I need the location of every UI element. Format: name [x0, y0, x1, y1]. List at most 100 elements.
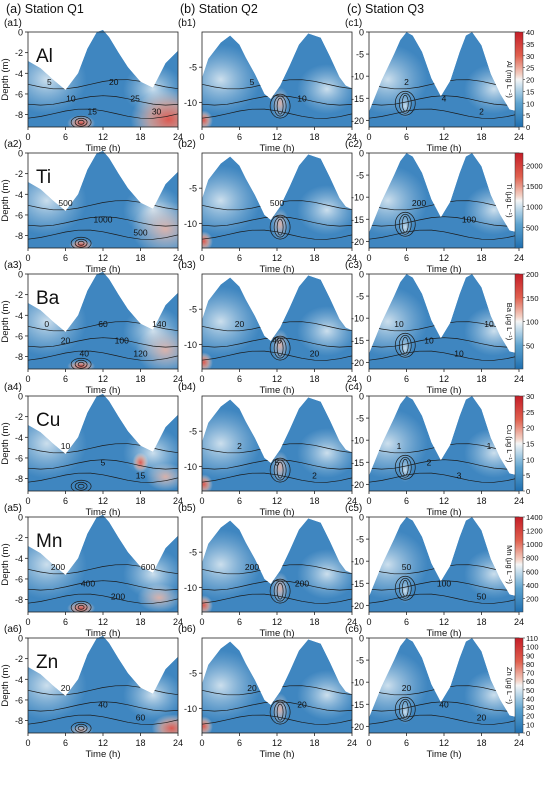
contour-line: [70, 357, 92, 369]
contour-line: [273, 459, 287, 481]
contour-label: 10: [484, 319, 494, 329]
contour-line: [269, 699, 291, 725]
x-axis-label: Time (h): [259, 507, 294, 518]
contour-label: 20: [477, 713, 487, 723]
x-tick-label: 24: [173, 738, 183, 748]
contour-line: [276, 218, 284, 236]
x-tick-label: 24: [173, 617, 183, 627]
contour-line: [77, 119, 85, 125]
contour-line: [77, 483, 85, 489]
colorbar-tick-label: 10: [526, 455, 534, 464]
y-tick-label: -6: [15, 210, 23, 220]
x-tick-label: 0: [199, 253, 204, 263]
colorbar: 50 100 150 200 Ba (μg L⁻¹): [505, 270, 539, 370]
y-tick-label: -5: [189, 427, 197, 437]
contour-line: [28, 95, 178, 106]
x-tick-label: 0: [366, 617, 371, 627]
contour-line: [276, 339, 284, 357]
x-tick-label: 6: [63, 132, 68, 142]
x-tick-label: 6: [237, 738, 242, 748]
concentration-field: [202, 639, 352, 733]
contour-line: [276, 97, 284, 115]
contour-label: 2: [479, 107, 484, 117]
contour-line: [28, 701, 178, 712]
y-tick-label: 0: [359, 513, 364, 523]
contour-line: [401, 458, 409, 476]
colorbar: 200 400 600 800 1000 1200 1400 Mn (μg L⁻¹): [505, 513, 543, 613]
y-tick-label: -15: [351, 458, 364, 468]
x-tick-label: 0: [25, 132, 30, 142]
contour-line: [269, 214, 291, 240]
element-label: Zn: [36, 652, 58, 673]
contour-line: [401, 215, 409, 233]
contour-line: [369, 108, 519, 119]
contour-line: [394, 211, 416, 237]
x-tick-label: 0: [366, 374, 371, 384]
contour-line: [369, 216, 519, 227]
concentration-field: [28, 393, 178, 491]
contour-label: 200: [51, 562, 65, 572]
contour-label: 10: [424, 335, 434, 345]
contour-label: 600: [141, 562, 155, 572]
contour-line: [28, 714, 178, 725]
y-tick-label: 0: [18, 149, 23, 159]
x-tick-label: 18: [309, 617, 319, 627]
contour-label: 15: [88, 107, 98, 117]
colorbar-tick-label: 20: [526, 424, 534, 433]
panel-label: (a6): [4, 624, 22, 635]
concentration-field: [202, 275, 352, 369]
element-label: Al: [36, 46, 53, 67]
x-axis-label: Time (h): [259, 749, 294, 760]
x-tick-label: 6: [404, 738, 409, 748]
x-tick-label: 6: [63, 617, 68, 627]
panel: (b6) 20 20 -5 -10 0 6 12 18 24 Time (h): [178, 624, 357, 760]
colorbar-tick-label: 1200: [526, 527, 543, 536]
contour-label: 20: [61, 335, 71, 345]
x-tick-label: 24: [514, 738, 524, 748]
contour-line: [273, 580, 287, 602]
y-tick-label: -2: [15, 654, 23, 664]
station-title: (b) Station Q2: [180, 2, 258, 16]
x-tick-label: 12: [98, 132, 108, 142]
concentration-field: [202, 154, 352, 248]
x-tick-label: 24: [514, 374, 524, 384]
y-tick-label: -20: [351, 237, 364, 247]
x-tick-label: 0: [25, 496, 30, 506]
panel-label: (a4): [4, 382, 22, 393]
contour-line: [398, 577, 412, 599]
panel-label: (c1): [345, 18, 362, 29]
y-tick-label: -15: [351, 579, 364, 589]
y-tick-label: 0: [359, 28, 364, 38]
panel-label: (b4): [178, 382, 196, 393]
station-title: (a) Station Q1: [6, 2, 84, 16]
contour-label: 4: [442, 93, 447, 103]
x-tick-label: 12: [98, 374, 108, 384]
x-tick-label: 6: [237, 496, 242, 506]
x-tick-label: 0: [366, 253, 371, 263]
x-tick-label: 6: [237, 617, 242, 627]
contour-label: 1000: [94, 214, 113, 224]
contour-label: 20: [310, 349, 320, 359]
x-tick-label: 18: [476, 132, 486, 142]
panel-label: (b1): [178, 18, 196, 29]
y-tick-label: -5: [189, 548, 197, 558]
colorbar-tick-label: 500: [526, 223, 539, 232]
contour-line: [28, 108, 178, 119]
x-tick-label: 18: [476, 496, 486, 506]
panel: (a6) 20 40 60 0 -2 -4 -6 -8 0 6 12 18 24 Time (h) Depth…: [0, 624, 183, 760]
concentration-field: [369, 274, 519, 369]
y-axis-label: Depth (m): [0, 664, 11, 706]
x-tick-label: 18: [476, 374, 486, 384]
x-tick-label: 18: [309, 374, 319, 384]
x-tick-label: 12: [439, 496, 449, 506]
contour-label: 40: [98, 699, 108, 709]
x-tick-label: 12: [272, 617, 282, 627]
colorbar: 500 1000 1500 2000 Ti (μg L⁻¹): [505, 152, 543, 249]
contour-line: [202, 701, 352, 712]
contour-line: [401, 94, 409, 112]
station-title: (c) Station Q3: [347, 2, 424, 16]
contour-line: [202, 337, 352, 348]
y-tick-label: 0: [18, 634, 23, 644]
colorbar-tick-label: 10: [526, 720, 534, 729]
